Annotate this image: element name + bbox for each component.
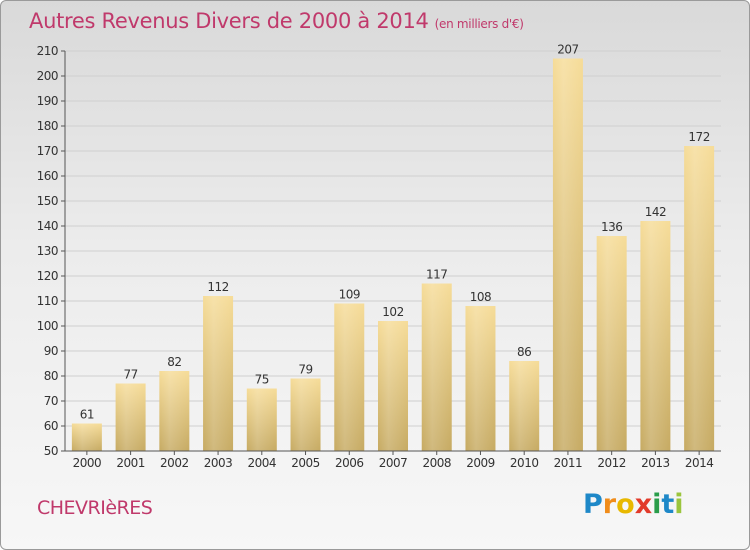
x-tick-label: 2011 [554,456,583,470]
x-tick-label: 2014 [685,456,714,470]
bar-highlight [378,321,408,451]
bar-highlight [334,303,365,451]
chart-subtitle: (en milliers d'€) [434,17,524,31]
y-tick-label: 80 [44,369,58,383]
y-tick-label: 200 [37,69,58,83]
bar-highlight [640,221,671,451]
y-tick-label: 50 [44,444,58,458]
commune-name: CHEVRIèRES [37,497,153,519]
bar-highlight [421,283,452,451]
bar-highlight [552,58,583,451]
bar-highlight [596,236,627,451]
y-tick-label: 140 [37,219,58,233]
bar-highlight [203,296,234,451]
x-tick-label: 2009 [466,456,495,470]
x-tick-label: 2000 [73,456,102,470]
y-tick-label: 110 [37,294,58,308]
axes: 50 60 70 80 90 100 110 120 130 140 150 160 170 180 190… [37,44,721,470]
y-tick-label: 90 [44,344,58,358]
bar-highlight [246,388,277,451]
y-tick-label: 130 [37,244,58,258]
x-tick-label: 2008 [422,456,451,470]
y-tick-label: 160 [37,169,58,183]
x-tick-label: 2010 [510,456,539,470]
y-tick-label: 170 [37,144,58,158]
x-tick-label: 2005 [291,456,320,470]
bar-value-label: 172 [688,130,709,144]
bar-value-label: 102 [382,305,403,319]
bar-value-label: 117 [426,268,447,282]
x-tick-label: 2012 [597,456,626,470]
bar-value-label: 82 [167,355,181,369]
bar-value-label: 136 [601,220,622,234]
proxiti-logo: Proxiti [583,489,684,520]
chart-title-text: Autres Revenus Divers de 2000 à 2014 [29,9,429,33]
logo-letter: o [616,489,635,520]
bar-value-label: 207 [557,43,578,57]
bar-highlight [115,383,146,451]
x-tick-label: 2004 [248,456,277,470]
logo-letter: x [634,489,653,520]
bar-value-label: 108 [470,290,491,304]
logo-letter: i [652,489,662,520]
bar-highlight [465,306,496,451]
bar-value-label: 86 [517,345,531,359]
y-tick-label: 150 [37,194,58,208]
bar-value-label: 61 [80,408,94,422]
y-tick-label: 120 [37,269,58,283]
bar-highlight [290,378,321,451]
chart-title: Autres Revenus Divers de 2000 à 2014 (en … [29,9,524,33]
bars [71,58,715,451]
bar-highlight [71,423,102,451]
x-tick-label: 2007 [379,456,408,470]
logo-letter: i [674,489,684,520]
y-tick-label: 60 [44,419,58,433]
bar-value-label: 112 [207,280,228,294]
bar-value-label: 79 [298,363,312,377]
x-tick-label: 2006 [335,456,364,470]
y-tick-label: 180 [37,119,58,133]
y-tick-label: 190 [37,94,58,108]
y-tick-label: 100 [37,319,58,333]
bar-value-label: 77 [123,368,137,382]
bar-highlight [159,371,190,451]
logo-letter: t [661,489,675,520]
x-tick-label: 2003 [204,456,233,470]
logo-letter: r [602,489,617,520]
bar-value-label: 109 [339,288,360,302]
bar-value-label: 142 [645,205,666,219]
x-tick-label: 2002 [160,456,189,470]
logo-letter: P [583,489,603,520]
y-tick-label: 210 [37,44,58,58]
x-tick-label: 2001 [116,456,145,470]
bar-highlight [509,361,540,451]
y-tick-label: 70 [44,394,58,408]
bar-highlight [684,146,715,451]
x-tick-label: 2013 [641,456,670,470]
bar-value-label: 75 [255,373,269,387]
data-labels: 61 77 82 112 75 79 109 102 117 108 86 207 136 142 172 [80,43,711,422]
